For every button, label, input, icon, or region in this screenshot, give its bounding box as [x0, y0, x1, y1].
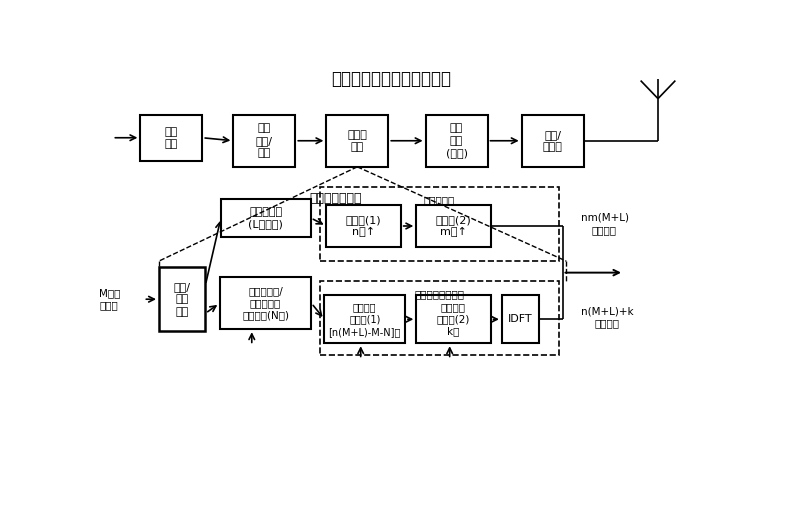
- Text: 数据帧填充方法: 数据帧填充方法: [310, 192, 362, 205]
- Text: 时域/
频域
选择: 时域/ 频域 选择: [174, 282, 190, 317]
- Text: 插虚拟子载波模块: 插虚拟子载波模块: [414, 289, 465, 299]
- Bar: [502, 295, 539, 343]
- Text: IDFT: IDFT: [508, 314, 533, 324]
- Text: 数据帧
填充: 数据帧 填充: [347, 130, 367, 152]
- Text: 升采样模块: 升采样模块: [424, 195, 455, 205]
- Bar: [326, 115, 388, 167]
- Bar: [326, 205, 401, 247]
- Bar: [416, 205, 490, 247]
- Text: 数据
组帧
(超帧): 数据 组帧 (超帧): [446, 123, 467, 158]
- Bar: [320, 187, 559, 261]
- Text: 升采样(1)
n倍↑: 升采样(1) n倍↑: [346, 215, 382, 237]
- Text: 输入
缓冲: 输入 缓冲: [165, 127, 178, 149]
- Bar: [221, 199, 310, 237]
- Bar: [140, 115, 202, 161]
- Text: 信道
编码/
映射: 信道 编码/ 映射: [256, 123, 273, 158]
- Bar: [234, 115, 295, 167]
- Text: 升采样(2)
m倍↑: 升采样(2) m倍↑: [435, 215, 471, 237]
- Text: nm(M+L)
个采样点: nm(M+L) 个采样点: [581, 213, 629, 235]
- Bar: [220, 277, 311, 329]
- Text: n(M+L)+k
个采样点: n(M+L)+k 个采样点: [581, 306, 633, 328]
- Text: 插导频信号/
受强保护的
未知信息(N个): 插导频信号/ 受强保护的 未知信息(N个): [242, 286, 289, 320]
- Text: 插入虚拟
子载波(1)
[n(M+L)-M-N]个: 插入虚拟 子载波(1) [n(M+L)-M-N]个: [329, 302, 401, 337]
- Bar: [522, 115, 584, 167]
- Bar: [159, 267, 206, 331]
- Text: 调制/
上变频: 调制/ 上变频: [542, 130, 562, 152]
- Bar: [325, 295, 405, 343]
- Bar: [426, 115, 487, 167]
- Bar: [416, 295, 490, 343]
- Text: M个调
制符号: M个调 制符号: [98, 288, 120, 311]
- Text: 数字电视地面广播发射系统: 数字电视地面广播发射系统: [331, 70, 451, 88]
- Text: 插入虚拟
子载波(2)
k个: 插入虚拟 子载波(2) k个: [437, 302, 470, 337]
- Bar: [320, 281, 559, 355]
- Text: 插参考信息
(L个符号): 插参考信息 (L个符号): [249, 207, 283, 229]
